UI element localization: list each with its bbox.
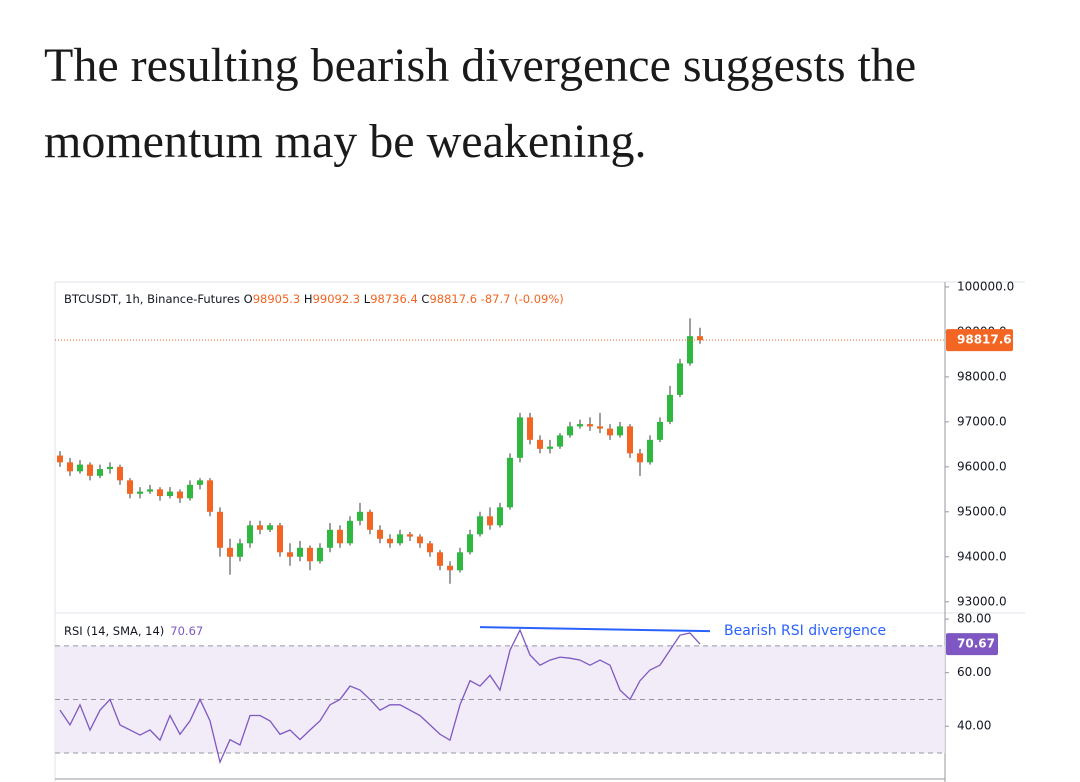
candle-body [117, 466, 123, 481]
y-tick-label: 60.00 [957, 665, 991, 679]
candle-body [397, 534, 403, 544]
candle-body [597, 426, 603, 429]
candle-body [437, 552, 443, 566]
candle-body [137, 491, 143, 494]
ohlc-value: 99092.3 [313, 292, 361, 306]
candle-body [97, 469, 103, 476]
candle-body [507, 457, 513, 508]
candle-body [357, 511, 363, 521]
candle-body [617, 426, 623, 436]
candle-body [627, 426, 633, 454]
candle-body [447, 565, 453, 571]
rsi-line [59, 628, 701, 765]
legend-title: BTCUSDT, 1h, Binance-Futures [64, 292, 240, 306]
y-tick-label: 100000.0 [957, 279, 1014, 293]
candle-body [557, 435, 563, 447]
candle-body [667, 394, 673, 422]
annotation-label: Bearish RSI divergence [724, 623, 886, 639]
candle-body [407, 534, 413, 537]
candle-body [87, 464, 93, 476]
candle-body [197, 480, 203, 485]
candle-body [547, 446, 553, 449]
candle-body [227, 547, 233, 557]
candle-body [237, 543, 243, 557]
candle-body [527, 417, 533, 440]
candle-body [337, 529, 343, 544]
y-tick-label: 97000.0 [957, 414, 1007, 428]
candle-body [247, 525, 253, 544]
heading: The resulting bearish divergence suggest… [44, 39, 917, 168]
y-tick-label: 93000.0 [957, 594, 1007, 608]
candle-body [267, 525, 273, 530]
candle-body [67, 462, 73, 472]
ohlc-label: O [244, 292, 253, 306]
ohlc-value: 98736.4 [370, 292, 418, 306]
candle-body [217, 511, 223, 548]
rsi-value-tag [946, 633, 998, 656]
ohlc-label: H [304, 292, 313, 306]
candle-body [607, 428, 613, 436]
candle-body [677, 363, 683, 395]
candle-body [177, 491, 183, 499]
candle-body [287, 552, 293, 557]
ohlc-label: L [364, 292, 371, 306]
y-tick-label: 80.00 [957, 612, 991, 626]
y-tick-label: 96000.0 [957, 459, 1007, 473]
rsi-legend: RSI (14, SMA, 14) 70.67 [64, 624, 203, 638]
candle-body [477, 516, 483, 535]
ohlc-label: C [421, 292, 429, 306]
candle-body [687, 336, 693, 364]
candle-body [387, 538, 393, 544]
candle-body [697, 336, 703, 341]
rsi-value-label: 70.67 [957, 637, 995, 651]
y-tick-label: 94000.0 [957, 549, 1007, 563]
candle-body [347, 520, 353, 544]
candle-body [467, 534, 473, 553]
candle-body [427, 543, 433, 553]
candle-body [367, 511, 373, 530]
candle-body [297, 547, 303, 557]
candle-body [457, 552, 463, 571]
ohlc-value: 98905.3 [253, 292, 301, 306]
candle-body [657, 421, 663, 440]
candle-body [497, 507, 503, 526]
rsi-legend-value: 70.67 [170, 624, 203, 638]
candle-body [57, 455, 63, 463]
candle-body [127, 480, 133, 494]
candle-body [167, 491, 173, 497]
y-tick-label: 40.00 [957, 719, 991, 733]
legend: BTCUSDT, 1h, Binance-Futures O98905.3 H9… [64, 292, 564, 306]
divergence-line [479, 626, 711, 633]
candle-body [207, 480, 213, 512]
candle-body [377, 529, 383, 539]
candle-body [577, 424, 583, 427]
candle-body [307, 547, 313, 562]
last-price-label: 98817.6 [957, 333, 1012, 347]
candle-body [317, 547, 323, 562]
candle-body [517, 417, 523, 458]
candle-body [567, 426, 573, 436]
rsi-title: RSI (14, SMA, 14) [64, 624, 164, 638]
candle-body [587, 424, 593, 427]
last-price-tag [946, 329, 1013, 352]
candle-body [417, 536, 423, 544]
candle-body [637, 453, 643, 463]
candle-body [107, 466, 113, 470]
candle-body [327, 529, 333, 548]
candle-body [277, 525, 283, 553]
candle-body [487, 516, 493, 526]
candle-body [537, 439, 543, 449]
candle-body [257, 525, 263, 530]
y-tick-label: 95000.0 [957, 504, 1007, 518]
y-tick-label: 98000.0 [957, 369, 1007, 383]
candle-body [77, 464, 83, 472]
candle-body [187, 484, 193, 499]
candle-body [147, 489, 153, 492]
change-label: -87.7 (-0.09%) [481, 292, 564, 306]
candle-body [647, 439, 653, 463]
candle-body [157, 489, 163, 497]
ohlc-value: 98817.6 [429, 292, 477, 306]
